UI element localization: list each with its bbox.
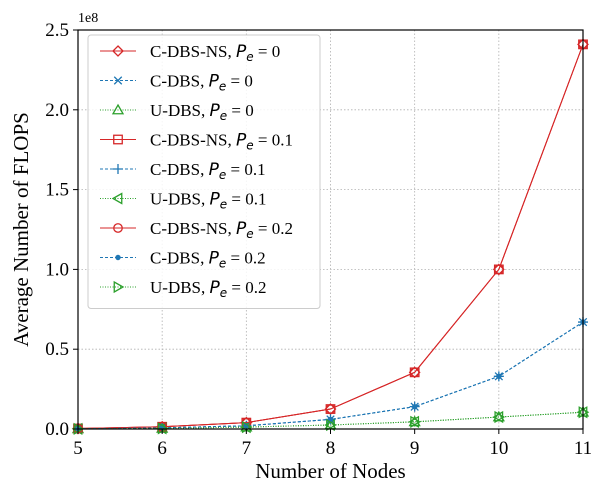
data-point: [113, 223, 123, 233]
legend-label: U-DBS, Pe = 0.1: [150, 190, 267, 212]
x-tick-label: 10: [489, 438, 508, 459]
legend-label: C-DBS-NS, Pe = 0: [150, 42, 280, 64]
data-point: [113, 280, 125, 294]
data-point: [326, 418, 337, 432]
legend-entry: C-DBS, Pe = 0: [100, 72, 253, 94]
data-point: [111, 192, 123, 205]
legend-label: C-DBS, Pe = 0.1: [150, 160, 266, 182]
data-point: [115, 254, 121, 261]
data-point: [157, 422, 169, 435]
data-point: [493, 264, 504, 275]
data-point: [408, 415, 421, 427]
y-tick-label: 0.5: [45, 339, 69, 360]
x-tick-label: 6: [157, 438, 167, 459]
x-axis-label: Number of Nodes: [255, 459, 405, 483]
legend-box: [87, 34, 321, 309]
y-tick-label: 1.5: [45, 180, 69, 201]
legend-entry: C-DBS-NS, Pe = 0.1: [100, 131, 293, 153]
data-point: [409, 367, 420, 378]
data-point: [578, 406, 590, 419]
legend-entry: C-DBS-NS, Pe = 0.2: [100, 219, 293, 241]
legend-entry: U-DBS, Pe = 0.1: [100, 190, 267, 212]
legend-entry: U-DBS, Pe = 0: [100, 101, 254, 123]
y-scale-factor: 1e8: [78, 11, 98, 26]
series-layer: [71, 38, 590, 435]
legend-label: U-DBS, Pe = 0.2: [150, 278, 267, 300]
legend-label: C-DBS, Pe = 0.2: [150, 249, 266, 271]
legend-entry: C-DBS-NS, Pe = 0: [100, 42, 280, 64]
data-point: [325, 404, 336, 414]
data-point: [113, 76, 123, 85]
data-point: [411, 403, 418, 410]
axis-ticks: 5 6 7 8 9 10 11 0.0 0.5 1.0 1.5 2.0 2.5: [45, 20, 592, 459]
y-tick-label: 2.5: [45, 20, 69, 41]
x-tick-label: 11: [574, 438, 592, 459]
data-point: [113, 134, 123, 145]
data-point: [408, 366, 421, 379]
y-tick-label: 2.0: [45, 100, 69, 121]
y-tick-label: 0.0: [45, 419, 69, 440]
x-tick-label: 7: [242, 438, 252, 459]
legend-label: U-DBS, Pe = 0: [150, 101, 254, 123]
series-9: [73, 406, 590, 435]
data-point: [496, 373, 502, 380]
y-tick-label: 1.0: [45, 259, 69, 280]
x-tick-label: 8: [326, 438, 336, 459]
y-axis-label: Average Number of FLOPS: [9, 112, 33, 347]
data-point: [113, 164, 123, 174]
data-point: [111, 103, 125, 115]
data-point: [410, 415, 421, 428]
x-tick-label: 5: [73, 438, 83, 459]
data-point: [112, 45, 124, 57]
data-point: [492, 263, 505, 276]
data-point: [492, 410, 505, 422]
data-point: [494, 410, 506, 424]
legend-entry: C-DBS, Pe = 0.1: [100, 160, 266, 182]
legend-entry: C-DBS, Pe = 0.2: [100, 249, 266, 271]
legend-label: C-DBS-NS, Pe = 0.1: [150, 131, 293, 153]
legend-label: C-DBS, Pe = 0: [150, 72, 253, 94]
series-line: [77, 411, 584, 430]
legend: C-DBS-NS, Pe = 0 C-DBS, Pe = 0 U-DBS, Pe =…: [87, 34, 321, 309]
legend-label: C-DBS-NS, Pe = 0.2: [150, 219, 293, 241]
x-tick-label: 9: [410, 438, 420, 459]
legend-entry: U-DBS, Pe = 0.2: [100, 278, 267, 300]
